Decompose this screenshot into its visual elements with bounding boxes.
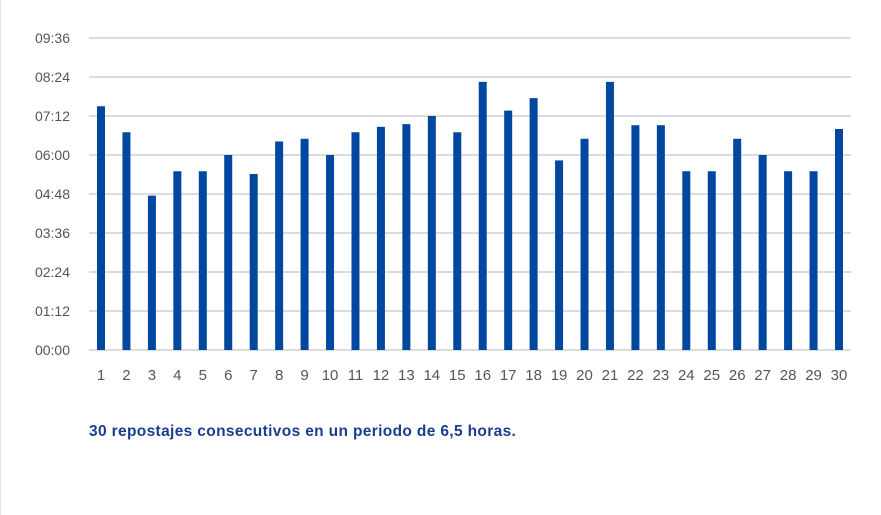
x-tick-label: 23	[653, 367, 670, 384]
y-tick-label: 06:00	[35, 147, 70, 163]
bar-28	[784, 171, 793, 350]
x-tick-label: 25	[703, 367, 720, 384]
bar-chart: 00:00 01:12 02:24 03:36 04:48 06:00 07:12 08:24…	[35, 30, 851, 384]
bar-20	[580, 138, 589, 350]
bar-2	[122, 132, 131, 350]
x-tick-label: 22	[627, 367, 644, 384]
bar-13	[402, 124, 411, 350]
x-tick-label: 17	[500, 367, 517, 384]
y-tick-label: 07:12	[35, 108, 70, 124]
y-tick-label: 03:36	[35, 225, 70, 241]
gridlines	[89, 37, 851, 351]
x-axis-tick-labels: 1 2 3 4 5 6 7 8 9 10 11 12 13 14 15 16 17 18 19 20 21 22 23 24 2…	[97, 367, 848, 384]
x-tick-label: 6	[224, 367, 232, 384]
bar-24	[682, 171, 691, 350]
bar-10	[326, 155, 335, 350]
bar-12	[376, 126, 385, 350]
bar-15	[453, 132, 462, 350]
bar-29	[809, 171, 818, 350]
y-tick-label: 04:48	[35, 186, 70, 202]
x-tick-label: 13	[398, 367, 415, 384]
bar-4	[173, 171, 182, 350]
y-tick-label: 02:24	[35, 264, 70, 280]
x-tick-label: 15	[449, 367, 466, 384]
x-tick-label: 29	[805, 367, 822, 384]
x-tick-label: 8	[275, 367, 283, 384]
y-tick-label: 08:24	[35, 69, 70, 85]
x-tick-label: 2	[122, 367, 130, 384]
bar-16	[478, 81, 487, 350]
y-tick-label: 01:12	[35, 303, 70, 319]
bar-22	[631, 125, 640, 350]
x-tick-label: 18	[525, 367, 542, 384]
y-tick-label: 00:00	[35, 342, 70, 358]
bar-26	[733, 138, 742, 350]
bar-11	[351, 132, 360, 350]
x-tick-label: 4	[173, 367, 181, 384]
bar-18	[529, 98, 538, 350]
bars	[97, 81, 843, 350]
y-axis-tick-labels: 00:00 01:12 02:24 03:36 04:48 06:00 07:12 08:24…	[35, 30, 70, 358]
x-tick-label: 30	[831, 367, 848, 384]
x-tick-label: 26	[729, 367, 746, 384]
bar-6	[224, 155, 233, 350]
page-left-border	[0, 0, 1, 515]
bar-9	[300, 138, 309, 350]
x-tick-label: 24	[678, 367, 695, 384]
x-tick-label: 1	[97, 367, 105, 384]
bar-23	[656, 125, 665, 350]
bar-30	[835, 129, 843, 350]
x-tick-label: 7	[250, 367, 258, 384]
y-tick-label: 09:36	[35, 30, 70, 46]
x-tick-label: 16	[474, 367, 491, 384]
x-tick-label: 20	[576, 367, 593, 384]
bar-1	[97, 106, 105, 350]
x-tick-label: 21	[602, 367, 619, 384]
bar-27	[758, 155, 767, 350]
bar-5	[198, 171, 207, 350]
bar-19	[555, 160, 564, 350]
x-tick-label: 12	[373, 367, 390, 384]
bar-17	[504, 110, 513, 350]
x-tick-label: 19	[551, 367, 568, 384]
bar-14	[427, 116, 436, 350]
bar-25	[707, 171, 716, 350]
bar-8	[275, 141, 284, 350]
x-tick-label: 14	[423, 367, 440, 384]
x-tick-label: 9	[300, 367, 308, 384]
bar-21	[605, 81, 614, 350]
x-tick-label: 27	[754, 367, 771, 384]
x-tick-label: 5	[199, 367, 207, 384]
chart-caption: 30 repostajes consecutivos en un periodo…	[89, 423, 517, 440]
x-tick-label: 28	[780, 367, 797, 384]
x-tick-label: 3	[148, 367, 156, 384]
x-tick-label: 10	[322, 367, 339, 384]
bar-3	[147, 195, 156, 350]
x-tick-label: 11	[348, 367, 364, 384]
bar-7	[249, 173, 258, 350]
